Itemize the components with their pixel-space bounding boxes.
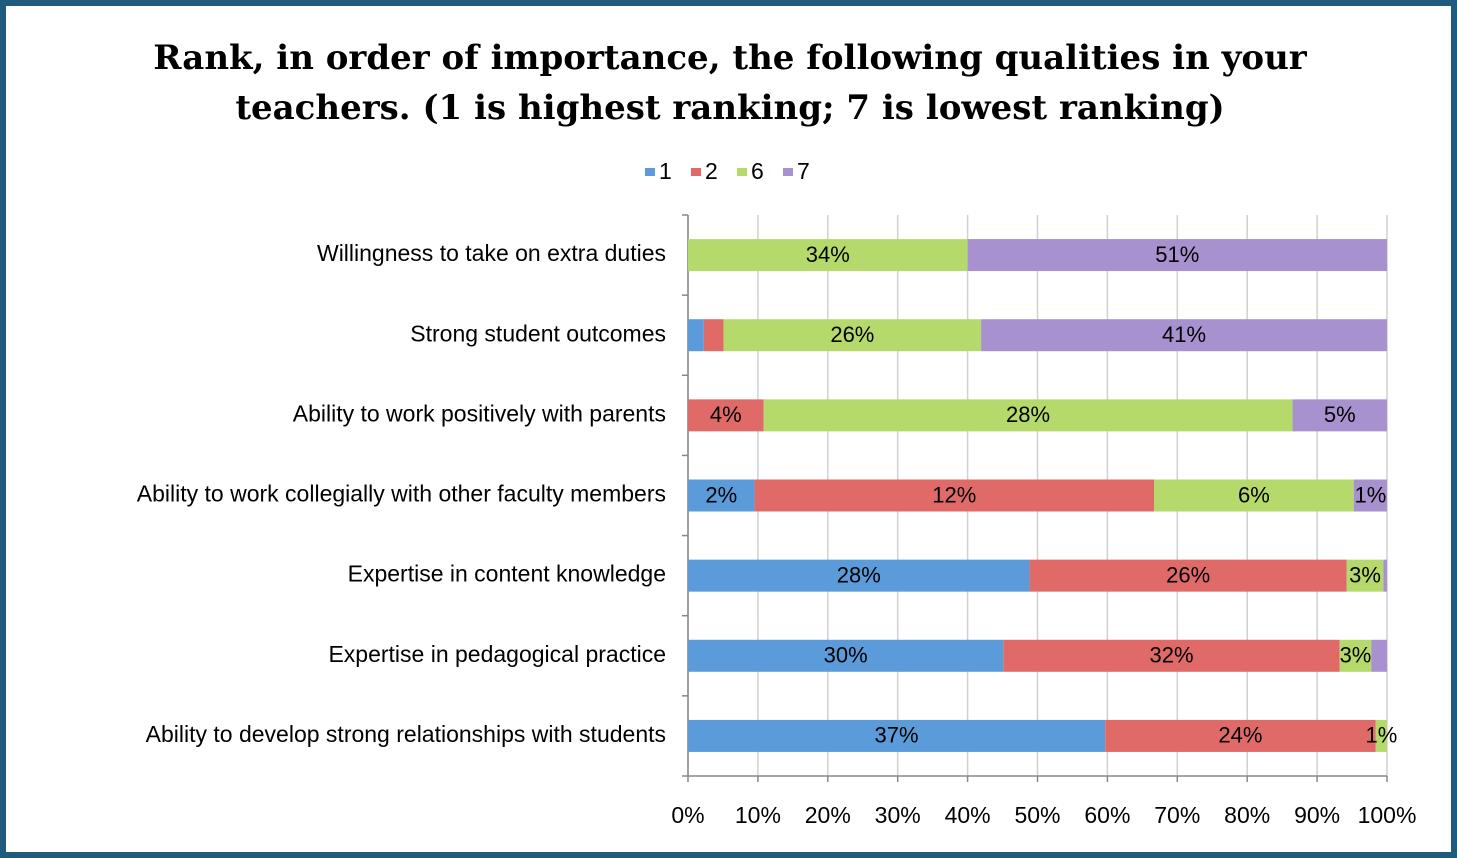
data-label: 1%: [1354, 482, 1386, 507]
data-label: 34%: [806, 242, 850, 267]
bar-segment: [1029, 559, 1347, 592]
bar-segment: [703, 319, 724, 352]
data-label: 4%: [710, 402, 742, 427]
y-tick-label: Willingness to take on extra duties: [317, 240, 666, 266]
data-label: 41%: [1162, 322, 1206, 347]
y-tick-label: Ability to work positively with parents: [293, 400, 666, 426]
legend-swatch: [783, 168, 793, 176]
y-tick-label: Expertise in content knowledge: [348, 561, 666, 587]
x-tick-label: 20%: [805, 802, 851, 828]
data-label: 26%: [830, 322, 874, 347]
bar-segment: [1339, 639, 1372, 672]
bar-segment: [688, 719, 1106, 752]
bar-segment: [981, 319, 1387, 352]
bar-segment: [1154, 479, 1354, 512]
data-label: 12%: [932, 482, 976, 507]
data-label: 3%: [1349, 562, 1381, 587]
x-tick-label: 40%: [945, 802, 991, 828]
x-tick-label: 90%: [1294, 802, 1340, 828]
bar-segment: [1375, 719, 1387, 752]
data-label: 2%: [705, 482, 737, 507]
x-tick-label: 30%: [875, 802, 921, 828]
data-label: 28%: [837, 562, 881, 587]
bar-segment: [754, 479, 1154, 512]
legend-label: 7: [797, 158, 810, 184]
legend-label: 1: [659, 158, 672, 184]
bar-segment: [1105, 719, 1376, 752]
bar-segment: [967, 239, 1387, 272]
bar-segment: [1371, 639, 1387, 672]
legend-swatch: [691, 168, 701, 176]
chart-title: teachers. (1 is highest ranking; 7 is lo…: [235, 88, 1224, 128]
bar-segment: [688, 239, 968, 272]
data-label: 51%: [1155, 242, 1199, 267]
bar-segment: [688, 319, 704, 352]
y-tick-label: Ability to work collegially with other f…: [137, 481, 666, 507]
bar-segment: [1353, 479, 1387, 512]
bar-segment: [1383, 559, 1387, 592]
chart-title: Rank, in order of importance, the follow…: [153, 38, 1308, 78]
data-label: 28%: [1006, 402, 1050, 427]
data-label: 24%: [1218, 723, 1262, 748]
x-tick-label: 50%: [1014, 802, 1060, 828]
x-tick-label: 0%: [671, 802, 704, 828]
x-tick-label: 10%: [735, 802, 781, 828]
bar-segment: [688, 559, 1030, 592]
bar-segment: [688, 479, 755, 512]
bar-segment: [1346, 559, 1384, 592]
legend-label: 6: [751, 158, 764, 184]
bar-segment: [688, 399, 764, 432]
y-tick-label: Expertise in pedagogical practice: [328, 641, 666, 667]
x-tick-label: 60%: [1084, 802, 1130, 828]
data-label: 6%: [1238, 482, 1270, 507]
bar-segment: [1003, 639, 1340, 672]
data-label: 30%: [824, 643, 868, 668]
bar-segment: [763, 399, 1293, 432]
x-tick-label: 80%: [1224, 802, 1270, 828]
bar-segment: [1292, 399, 1387, 432]
data-label: 3%: [1340, 643, 1372, 668]
bar-segment: [723, 319, 982, 352]
legend-swatch: [737, 168, 747, 176]
data-label: 26%: [1166, 562, 1210, 587]
x-tick-label: 100%: [1358, 802, 1417, 828]
x-tick-label: 70%: [1154, 802, 1200, 828]
data-label: 32%: [1149, 643, 1193, 668]
bar-segment: [688, 639, 1004, 672]
legend-label: 2: [705, 158, 718, 184]
data-label: 5%: [1324, 402, 1356, 427]
y-tick-label: Ability to develop strong relationships …: [146, 721, 666, 747]
legend-swatch: [645, 168, 655, 176]
y-tick-label: Strong student outcomes: [410, 320, 666, 346]
data-label: 37%: [875, 723, 919, 748]
data-label: 1%: [1365, 723, 1397, 748]
